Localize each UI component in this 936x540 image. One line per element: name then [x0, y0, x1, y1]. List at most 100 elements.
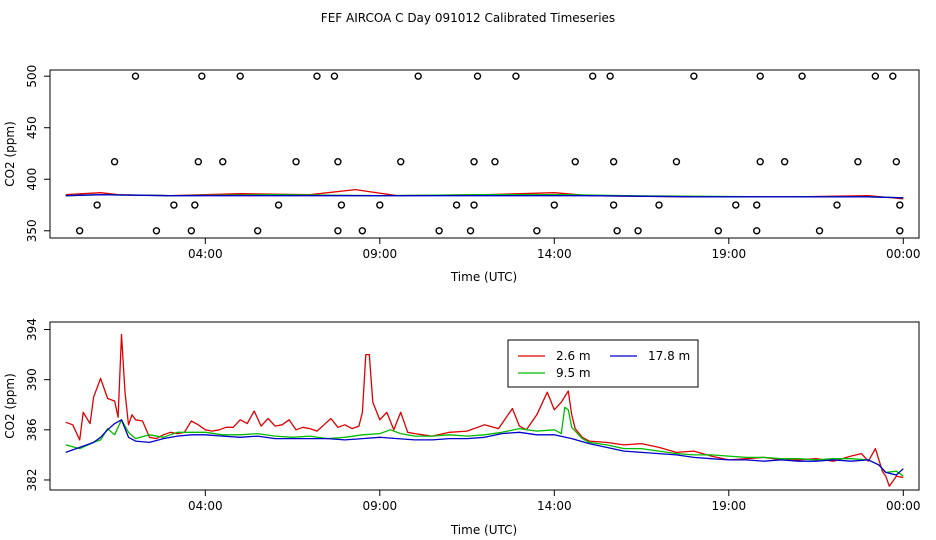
reference-point [337, 201, 346, 209]
reference-point [253, 227, 262, 235]
top-y-axis-label: CO2 (ppm) [3, 121, 17, 187]
top-panel: 04:00 09:00 14:00 19:00 00:00 350 400 450 500 T… [3, 65, 921, 284]
x-tick-label: 00:00 [886, 247, 921, 261]
y-tick-label: 382 [25, 469, 39, 492]
reference-point [896, 201, 904, 209]
reference-point [512, 72, 520, 80]
reference-point [655, 201, 663, 209]
x-tick-label: 19:00 [712, 499, 747, 513]
legend-label-2-6m: 2.6 m [556, 349, 591, 363]
x-tick-label: 09:00 [363, 247, 398, 261]
reference-point [714, 227, 723, 235]
legend-label-17-8m: 17.8 m [648, 349, 690, 363]
y-tick-label: 400 [25, 168, 39, 191]
reference-point [609, 158, 618, 166]
legend-box [507, 339, 699, 388]
x-tick-label: 00:00 [886, 499, 921, 513]
reference-point [470, 158, 478, 166]
reference-point [892, 158, 901, 166]
reference-point [753, 227, 761, 235]
top-x-axis-label: Time (UTC) [450, 270, 517, 284]
y-tick-label: 394 [25, 318, 39, 341]
x-tick-label: 09:00 [363, 499, 398, 513]
reference-point [854, 158, 862, 166]
reference-point [152, 227, 161, 235]
reference-point [376, 201, 384, 209]
x-tick-label: 04:00 [188, 499, 223, 513]
reference-point [613, 227, 621, 235]
reference-point [896, 227, 904, 235]
reference-point [110, 158, 119, 166]
top-x-axis: 04:00 09:00 14:00 19:00 00:00 [188, 237, 921, 261]
reference-point [194, 158, 203, 166]
x-tick-label: 14:00 [537, 247, 572, 261]
bottom-x-axis-label: Time (UTC) [450, 523, 517, 537]
reference-point [358, 227, 367, 235]
reference-point [274, 201, 283, 209]
series-line-blue [65, 194, 904, 199]
reference-point [732, 201, 740, 209]
reference-point [435, 227, 443, 235]
reference-point [292, 158, 300, 166]
reference-point [690, 72, 698, 80]
reference-point [753, 201, 761, 209]
reference-point [550, 201, 558, 209]
bottom-x-axis: 04:00 09:00 14:00 19:00 00:00 [188, 489, 921, 513]
x-tick-label: 19:00 [712, 247, 747, 261]
reference-point [131, 72, 140, 80]
top-plot-frame [49, 69, 920, 239]
reference-point [634, 227, 642, 235]
reference-point [606, 72, 614, 80]
reference-point [533, 227, 541, 235]
reference-point [236, 72, 244, 80]
x-tick-label: 04:00 [188, 247, 223, 261]
reference-point [75, 227, 84, 235]
reference-point [571, 158, 579, 166]
bottom-series-lines [65, 333, 904, 487]
reference-point [330, 72, 339, 80]
y-tick-label: 390 [25, 368, 39, 391]
reference-point [756, 72, 764, 80]
legend-label-9-5m: 9.5 m [556, 366, 591, 380]
reference-point [889, 72, 897, 80]
reference-point [491, 158, 499, 166]
series-line-2-6-m [65, 333, 904, 487]
figure-title: FEF AIRCOA C Day 091012 Calibrated Times… [321, 11, 615, 25]
reference-point [466, 227, 475, 235]
reference-point [313, 72, 321, 80]
y-tick-label: 450 [25, 116, 39, 139]
reference-point [833, 201, 841, 209]
reference-point [815, 227, 824, 235]
y-tick-label: 350 [25, 219, 39, 242]
bottom-y-axis-label: CO2 (ppm) [3, 373, 17, 439]
bottom-plot-frame [49, 321, 920, 491]
reference-point [452, 201, 461, 209]
reference-point [198, 72, 206, 80]
y-tick-label: 500 [25, 65, 39, 88]
reference-point [93, 201, 101, 209]
bottom-panel: 04:00 09:00 14:00 19:00 00:00 382 386 390 394 T… [3, 318, 921, 537]
reference-point [191, 201, 199, 209]
legend: 2.6 m 17.8 m 9.5 m [507, 339, 699, 388]
reference-point [397, 158, 405, 166]
reference-point [170, 201, 178, 209]
reference-point [473, 72, 482, 80]
reference-point [609, 201, 618, 209]
series-line-17-8-m [65, 419, 904, 476]
reference-point [780, 158, 789, 166]
top-reference-points [75, 72, 904, 235]
reference-point [672, 158, 681, 166]
reference-point [470, 201, 478, 209]
reference-point [334, 158, 342, 166]
top-series-lines [65, 188, 904, 200]
bottom-y-axis: 382 386 390 394 [25, 318, 50, 491]
y-tick-label: 386 [25, 418, 39, 441]
top-y-axis: 350 400 450 500 [25, 65, 50, 242]
reference-point [334, 227, 342, 235]
series-line-9-5-m [65, 406, 904, 477]
reference-point [414, 72, 422, 80]
reference-point [798, 72, 806, 80]
reference-point [871, 72, 880, 80]
reference-point [588, 72, 597, 80]
